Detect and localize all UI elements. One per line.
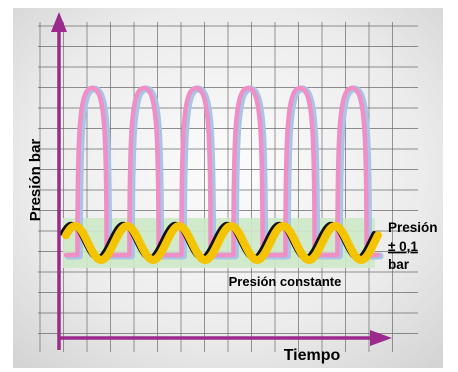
tolerance-label-line3: bar — [388, 257, 410, 272]
tolerance-label-line1: Presión — [388, 220, 438, 235]
tolerance-label-line2: ± 0,1 — [388, 239, 418, 254]
y-axis-label: Presión bar — [27, 139, 44, 222]
constant-pressure-wave — [59, 221, 382, 265]
x-axis-label: Tiempo — [284, 347, 341, 364]
constant-wave-line — [62, 221, 382, 265]
constant-pressure-label: Presión constante — [229, 274, 342, 289]
x-axis-arrowhead — [370, 330, 392, 346]
constant-wave-outline — [59, 221, 377, 261]
axes — [51, 12, 392, 350]
y-axis-arrowhead — [51, 12, 67, 32]
